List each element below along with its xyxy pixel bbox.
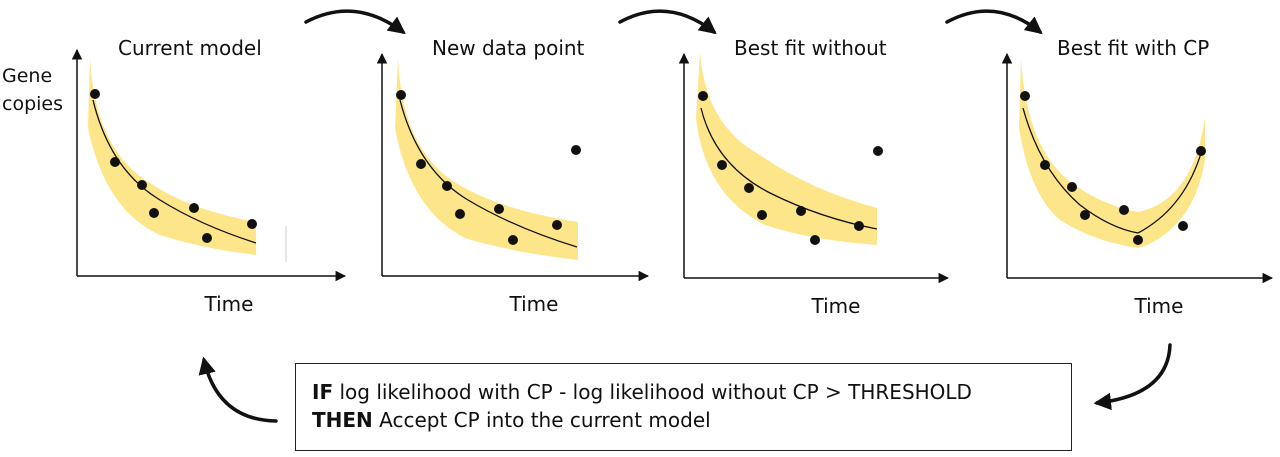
data-point bbox=[1196, 146, 1206, 156]
data-point bbox=[247, 219, 257, 229]
data-points bbox=[90, 89, 257, 243]
data-point bbox=[1080, 210, 1090, 220]
if-text: log likelihood with CP - log likelihood … bbox=[339, 380, 972, 404]
data-point bbox=[202, 233, 212, 243]
panel-4-x-label: Time bbox=[1134, 294, 1184, 318]
data-point bbox=[698, 91, 708, 101]
rule-then-line: THEN Accept CP into the current model bbox=[312, 406, 1071, 434]
data-points bbox=[396, 90, 581, 245]
panel-2-x-label: Time bbox=[509, 292, 559, 316]
confidence-band bbox=[88, 58, 256, 255]
data-point bbox=[873, 146, 883, 156]
data-point bbox=[1040, 160, 1050, 170]
data-point bbox=[189, 203, 199, 213]
panel-2-title: New data point bbox=[432, 36, 585, 60]
panel-1-x-label: Time bbox=[204, 292, 254, 316]
panel-4-title: Best fit with CP bbox=[1057, 36, 1210, 60]
flow-arrow-2-to-3 bbox=[618, 9, 717, 35]
data-point bbox=[1119, 205, 1129, 215]
panel-1-title: Current model bbox=[118, 36, 262, 60]
data-point bbox=[137, 180, 147, 190]
data-point bbox=[442, 181, 452, 191]
fit-curve bbox=[92, 99, 257, 244]
data-point bbox=[552, 220, 562, 230]
new-data-point bbox=[571, 145, 581, 155]
then-keyword: THEN bbox=[312, 408, 373, 432]
data-point bbox=[149, 208, 159, 218]
data-point bbox=[810, 235, 820, 245]
then-text: Accept CP into the current model bbox=[379, 408, 711, 432]
data-points bbox=[698, 91, 883, 245]
data-point bbox=[796, 206, 806, 216]
panel-3-x-label: Time bbox=[811, 294, 861, 318]
flow-arrow-3-to-4 bbox=[945, 9, 1043, 35]
confidence-band bbox=[395, 58, 578, 260]
data-point bbox=[110, 157, 120, 167]
data-point bbox=[854, 221, 864, 231]
data-point bbox=[744, 183, 754, 193]
panel-3-title: Best fit without bbox=[734, 36, 887, 60]
panel-new-data-point bbox=[376, 52, 650, 282]
fit-curve bbox=[700, 107, 878, 230]
confidence-band bbox=[1019, 58, 1205, 248]
fit-curve-segment-1 bbox=[1022, 107, 1139, 234]
flow-arrow-to-rule bbox=[1093, 343, 1172, 411]
confidence-band bbox=[696, 52, 877, 245]
if-keyword: IF bbox=[312, 380, 334, 404]
data-points bbox=[1020, 91, 1206, 245]
data-point bbox=[1133, 235, 1143, 245]
fit-curve bbox=[399, 99, 578, 248]
data-point bbox=[396, 90, 406, 100]
fit-curve-segment-2 bbox=[1137, 149, 1203, 234]
panel-current-model bbox=[71, 48, 347, 282]
data-point bbox=[494, 204, 504, 214]
panel-best-fit-with-cp bbox=[1001, 52, 1274, 284]
data-point bbox=[90, 89, 100, 99]
y-axis-label: Gene copies bbox=[2, 65, 63, 115]
data-point bbox=[455, 209, 465, 219]
data-point bbox=[416, 159, 426, 169]
panel-best-fit-without bbox=[678, 52, 950, 284]
data-point bbox=[757, 210, 767, 220]
data-point bbox=[1067, 182, 1077, 192]
rule-if-line: IF log likelihood with CP - log likeliho… bbox=[312, 378, 1071, 406]
decision-rule-box: IF log likelihood with CP - log likeliho… bbox=[295, 363, 1072, 451]
data-point bbox=[1020, 91, 1030, 101]
data-point bbox=[508, 235, 518, 245]
data-point bbox=[1178, 221, 1188, 231]
data-point bbox=[717, 160, 727, 170]
flow-arrow-back-to-model bbox=[198, 356, 278, 423]
flow-arrow-1-to-2 bbox=[304, 9, 406, 35]
